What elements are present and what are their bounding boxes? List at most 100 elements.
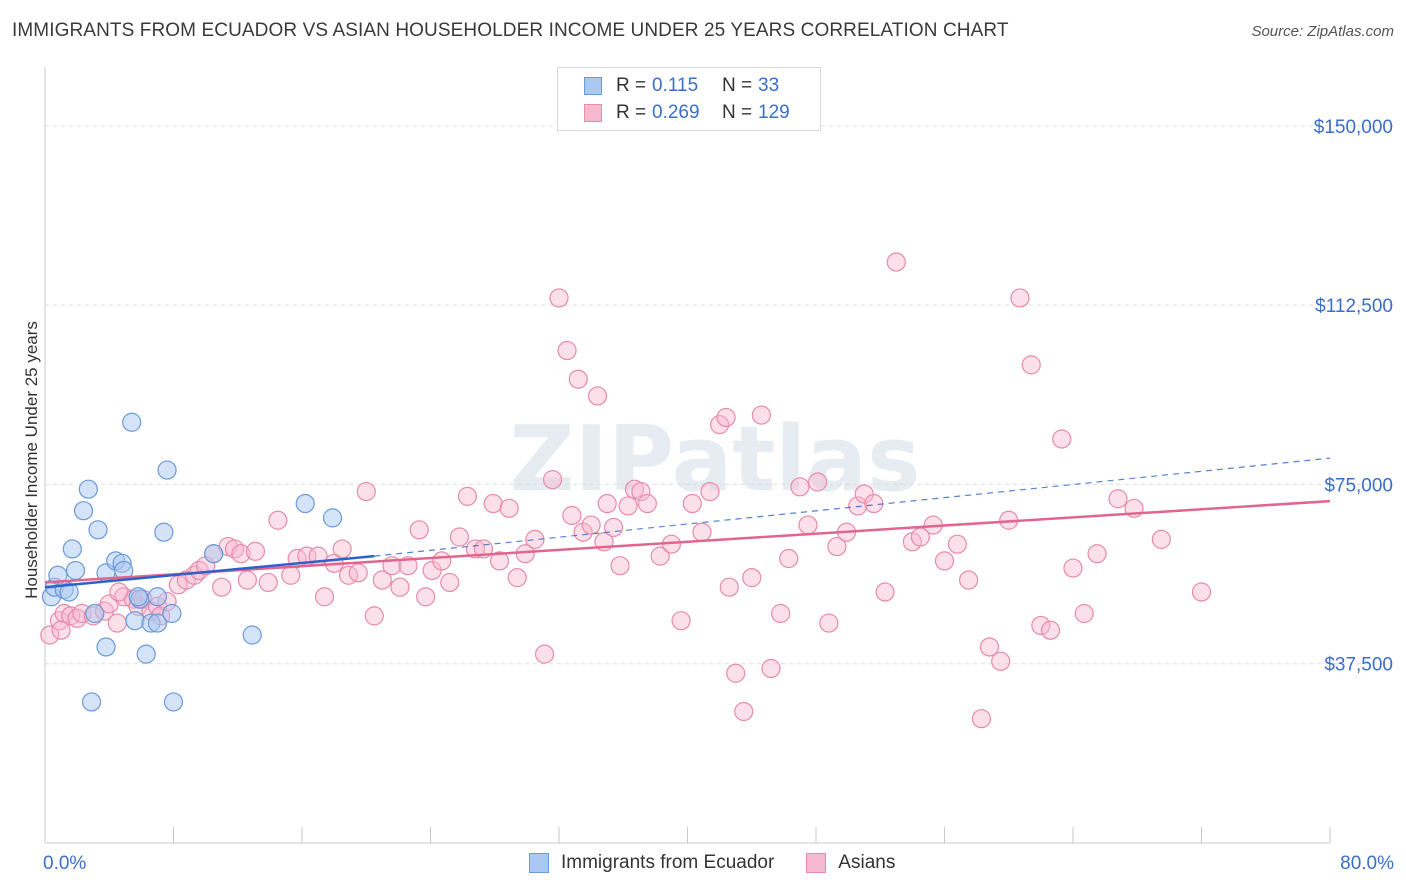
asians-point (808, 472, 828, 492)
asians-point (1151, 529, 1171, 549)
asians-point (1031, 615, 1051, 636)
asians-point (449, 527, 470, 547)
series-legend: Immigrants from Ecuador Asians (529, 852, 927, 874)
asians-point (542, 470, 563, 490)
stats-legend-row-asians: R = 0.269 N = 129 (584, 101, 790, 125)
ecuador-point (81, 692, 102, 712)
x-tick-label: 80.0% (1340, 853, 1394, 874)
asians-point (979, 637, 1000, 657)
source-label: Source: ZipAtlas.com (1251, 23, 1394, 40)
asians-point (710, 415, 730, 435)
asians-point (1040, 620, 1061, 640)
asians-point (682, 493, 702, 514)
asians-point (650, 546, 670, 566)
asians-point (432, 551, 452, 571)
ecuador-point (73, 501, 94, 521)
legend-label-ecuador: Immigrants from Ecuador (561, 852, 775, 873)
ecuador-point (147, 613, 168, 633)
asians-point (827, 536, 847, 557)
asians-point (734, 701, 754, 722)
asians-point (489, 551, 510, 571)
asians-point (109, 582, 129, 602)
asians-point (281, 565, 301, 585)
asians-point (1191, 582, 1212, 602)
legend-item-asians[interactable]: Asians (806, 852, 895, 874)
asians-point (692, 522, 712, 542)
ecuador-point (242, 625, 262, 645)
asians-point (875, 582, 895, 602)
asians-point (465, 539, 486, 559)
asians-point (398, 556, 418, 576)
asians-point (637, 493, 657, 514)
asians-point (573, 522, 593, 542)
asians-point (1010, 288, 1030, 308)
asians-point (534, 644, 555, 664)
ecuador-point (204, 544, 224, 564)
asians-point (886, 252, 906, 272)
asians-point (934, 551, 955, 571)
legend-item-ecuador[interactable]: Immigrants from Ecuador (529, 852, 774, 874)
asians-point (258, 572, 278, 593)
watermark: ZIPatlas (509, 407, 920, 512)
stats-legend-row-ecuador: R = 0.115 N = 33 (584, 74, 779, 98)
asians-point (1108, 489, 1128, 509)
asians-point (618, 496, 638, 516)
asians-point (483, 493, 503, 514)
ecuador-trend-line (44, 554, 375, 589)
n-label: N = (722, 102, 753, 123)
asians-point (581, 515, 601, 535)
r-value: 0.115 (652, 75, 699, 96)
asians-point (372, 570, 392, 590)
ecuador-point (125, 611, 145, 631)
y-tick-label: $37,500 (1324, 655, 1393, 676)
stats-legend: R = 0.115 N = 33 R = 0.269 N = 129 (557, 67, 821, 131)
ecuador-point (322, 508, 343, 528)
ecuador-swatch (584, 77, 602, 95)
asians-point (798, 515, 818, 535)
asians-point (356, 481, 376, 502)
ecuador-point (122, 412, 142, 432)
asians-legend-swatch (806, 853, 827, 873)
asians-point (364, 606, 384, 626)
ecuador-point (65, 560, 86, 581)
ecuador-point (136, 644, 156, 664)
asians-point (761, 658, 781, 679)
ecuador-point (147, 587, 168, 607)
y-tick-label: $150,000 (1314, 117, 1393, 138)
ecuador-point (128, 587, 148, 607)
ecuador-point (295, 493, 315, 514)
asians-point (568, 369, 588, 389)
asians-point (507, 568, 527, 588)
chart-title: IMMIGRANTS FROM ECUADOR VS ASIAN HOUSEHO… (12, 20, 1009, 41)
asians-point (237, 570, 257, 590)
asians-point (416, 587, 436, 607)
asians-point (991, 651, 1011, 671)
asians-point (742, 568, 762, 588)
n-label: N = (722, 75, 753, 96)
asians-trend-line (44, 499, 1331, 584)
n-value: 129 (758, 102, 790, 123)
asians-point (971, 709, 992, 729)
ecuador-point (62, 539, 82, 559)
ecuador-point (85, 603, 105, 624)
asians-point (1021, 355, 1041, 375)
asians-point (779, 548, 799, 569)
asians-point (348, 563, 368, 583)
asians-point (562, 505, 582, 526)
asians-point (610, 556, 630, 576)
asians-point (332, 539, 352, 559)
asians-point (409, 520, 429, 540)
asians-point (604, 517, 624, 538)
asians-point (631, 481, 651, 502)
asians-point (751, 405, 771, 425)
asians-point (587, 386, 608, 406)
asians-point (499, 498, 519, 518)
ecuador-legend-swatch (529, 853, 549, 873)
asians-point (314, 587, 335, 607)
asians-point (719, 577, 739, 597)
asians-point (51, 620, 71, 640)
asians-point (1063, 558, 1083, 578)
asians-point (597, 493, 617, 514)
legend-label-asians: Asians (838, 852, 896, 873)
